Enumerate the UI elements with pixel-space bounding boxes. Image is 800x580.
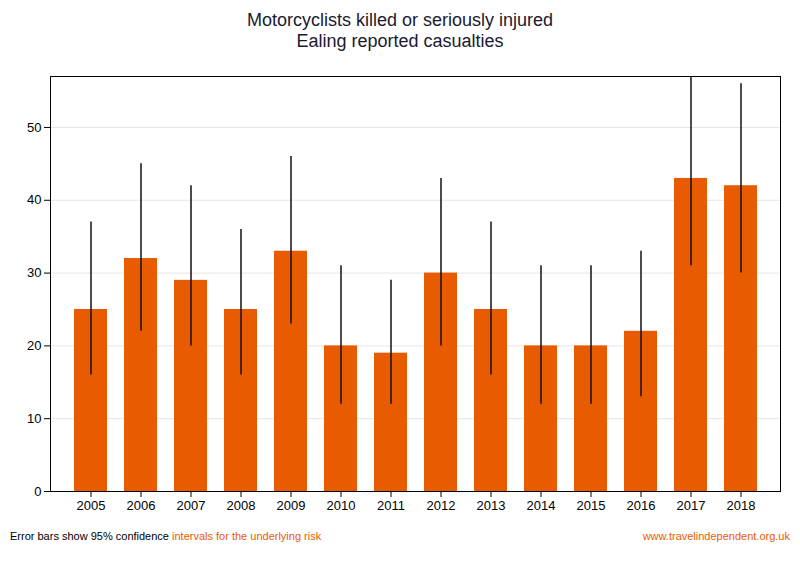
svg-text:20: 20	[27, 338, 41, 353]
svg-text:2006: 2006	[127, 498, 156, 513]
svg-text:2011: 2011	[377, 498, 405, 513]
svg-text:2016: 2016	[627, 498, 656, 513]
svg-text:2009: 2009	[277, 498, 306, 513]
html-text:Error bars show 95% confidence: Error bars show 95% confidence intervals…	[10, 530, 322, 542]
svg-text:2005: 2005	[77, 498, 106, 513]
svg-text:2012: 2012	[427, 498, 456, 513]
svg-text:2010: 2010	[327, 498, 356, 513]
svg-text:30: 30	[27, 265, 41, 280]
svg-text:40: 40	[27, 192, 41, 207]
svg-text:2014: 2014	[527, 498, 556, 513]
html-text:Motorcyclists killed or seriou: Motorcyclists killed or seriously injure…	[246, 10, 553, 30]
svg-text:10: 10	[27, 411, 41, 426]
svg-text:2007: 2007	[177, 498, 206, 513]
svg-text:2018: 2018	[727, 498, 756, 513]
svg-text:2015: 2015	[577, 498, 606, 513]
html-text:Ealing reported casualties: Ealing reported casualties	[296, 31, 504, 51]
svg-text:2013: 2013	[477, 498, 506, 513]
svg-text:2008: 2008	[227, 498, 256, 513]
svg-text:2017: 2017	[677, 498, 706, 513]
html-text:www.travelindependent.org.uk: www.travelindependent.org.uk	[642, 530, 790, 542]
svg-text:0: 0	[34, 484, 41, 499]
svg-text:50: 50	[27, 120, 41, 135]
